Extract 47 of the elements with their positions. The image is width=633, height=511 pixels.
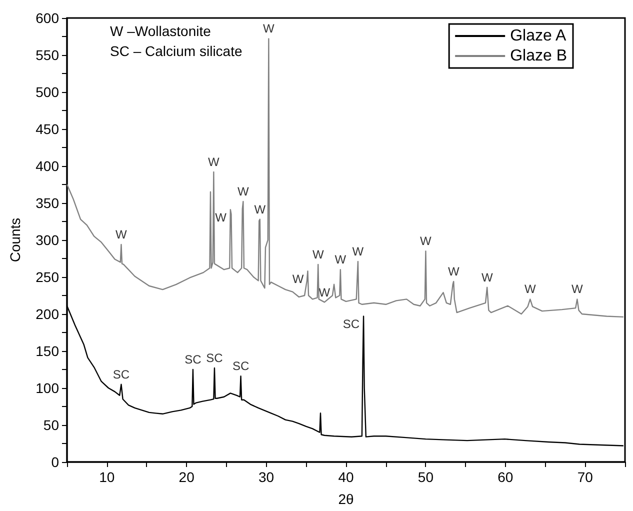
x-tick-label: 20 (178, 469, 195, 485)
y-tick-label: 500 (36, 84, 60, 100)
x-tick-label: 30 (258, 469, 274, 485)
annotation: W (116, 227, 128, 242)
y-tick-label: 200 (36, 306, 60, 322)
annotation: W (292, 272, 304, 286)
annotation: W (263, 22, 276, 36)
legend-label: Glaze B (510, 48, 568, 64)
y-axis-title: Counts (7, 218, 23, 262)
annotation: W (238, 184, 250, 199)
annotation: W (334, 252, 347, 267)
x-tick-label: 10 (99, 469, 115, 485)
x-tick-label: 40 (338, 469, 354, 485)
annotation: W –Wollastonite (110, 23, 212, 39)
y-tick-label: 450 (36, 121, 60, 137)
y-tick-label: 400 (36, 158, 60, 174)
annotation: W (420, 234, 432, 248)
annotation: W (312, 247, 324, 262)
annotation: W (318, 285, 331, 300)
y-tick-label: 550 (36, 47, 60, 63)
annotation: W (481, 270, 494, 284)
y-tick-label: 350 (36, 195, 60, 211)
annotation: W (208, 154, 220, 169)
annotation: SC (112, 367, 130, 382)
annotation: W (215, 210, 228, 225)
annotation: W (352, 244, 364, 258)
annotation: SC (184, 352, 202, 366)
annotation: SC (342, 317, 360, 332)
annotation: W (254, 202, 266, 216)
x-axis-title: 2θ (338, 491, 354, 507)
y-tick-label: 300 (36, 232, 60, 248)
x-tick-label: 60 (498, 469, 514, 485)
annotation: SC – Calcium silicate (110, 43, 242, 59)
y-tick-label: 150 (36, 343, 60, 359)
annotation: SC (206, 351, 224, 366)
y-tick-label: 100 (36, 380, 60, 396)
y-tick-label: 50 (43, 417, 60, 433)
legend-label: Glaze A (510, 28, 566, 44)
y-tick-label: 600 (36, 10, 60, 26)
annotation: W (448, 264, 460, 278)
annotation: W (572, 282, 584, 296)
annotation: SC (232, 359, 250, 374)
x-tick-label: 70 (577, 469, 594, 485)
y-tick-label: 250 (36, 269, 60, 285)
y-tick-label: 0 (51, 454, 60, 470)
annotation: W (524, 282, 536, 296)
x-tick-label: 50 (418, 469, 434, 485)
